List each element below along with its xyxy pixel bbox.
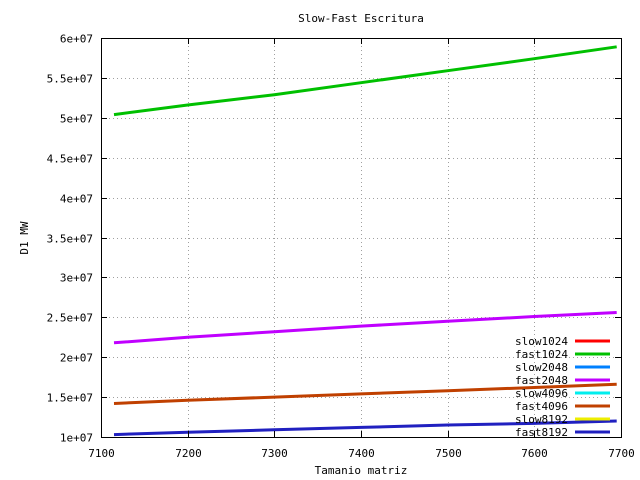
axis-ticks: 7100 7200 7300 7400 7500 7600 7700 1e+07 1.5e+07… (47, 33, 635, 461)
legend-label-fast4096: fast4096 (515, 400, 568, 413)
y-tick-label: 4e+07 (60, 193, 93, 206)
legend-label-slow8192: slow8192 (515, 413, 568, 426)
series-line-fast1024 (113, 45, 617, 117)
x-axis-label: Tamanio matriz (315, 464, 408, 477)
x-tick-label: 7100 (88, 447, 115, 460)
x-tick-label: 7400 (348, 447, 375, 460)
series-line-fast2048 (113, 311, 617, 345)
legend-label-slow2048: slow2048 (515, 361, 568, 374)
legend-label-fast8192: fast8192 (515, 426, 568, 439)
y-tick-label: 5.5e+07 (47, 73, 93, 86)
legend-label-slow1024: slow1024 (515, 335, 568, 348)
legend-label-fast1024: fast1024 (515, 348, 568, 361)
y-tick-label: 6e+07 (60, 33, 93, 46)
y-tick-label: 4.5e+07 (47, 153, 93, 166)
y-tick-label: 1e+07 (60, 432, 93, 445)
legend: slow1024fast1024slow2048fast2048slow4096… (515, 335, 610, 439)
x-tick-label: 7600 (521, 447, 548, 460)
y-tick-label: 2.5e+07 (47, 312, 93, 325)
y-tick-label: 2e+07 (60, 352, 93, 365)
y-tick-label: 3.5e+07 (47, 233, 93, 246)
chart-title: Slow-Fast Escritura (298, 12, 424, 25)
series-line-fast4096 (113, 382, 617, 405)
y-tick-label: 1.5e+07 (47, 392, 93, 405)
grid-lines (101, 38, 621, 437)
x-tick-label: 7700 (608, 447, 635, 460)
x-tick-label: 7300 (261, 447, 288, 460)
legend-label-slow4096: slow4096 (515, 387, 568, 400)
x-tick-label: 7200 (175, 447, 202, 460)
x-tick-label: 7500 (435, 447, 462, 460)
y-tick-label: 3e+07 (60, 272, 93, 285)
series-line-fast8192 (113, 419, 617, 437)
series-lines (113, 45, 617, 437)
y-axis-label: D1 MW (18, 221, 31, 254)
legend-label-fast2048: fast2048 (515, 374, 568, 387)
y-tick-label: 5e+07 (60, 113, 93, 126)
